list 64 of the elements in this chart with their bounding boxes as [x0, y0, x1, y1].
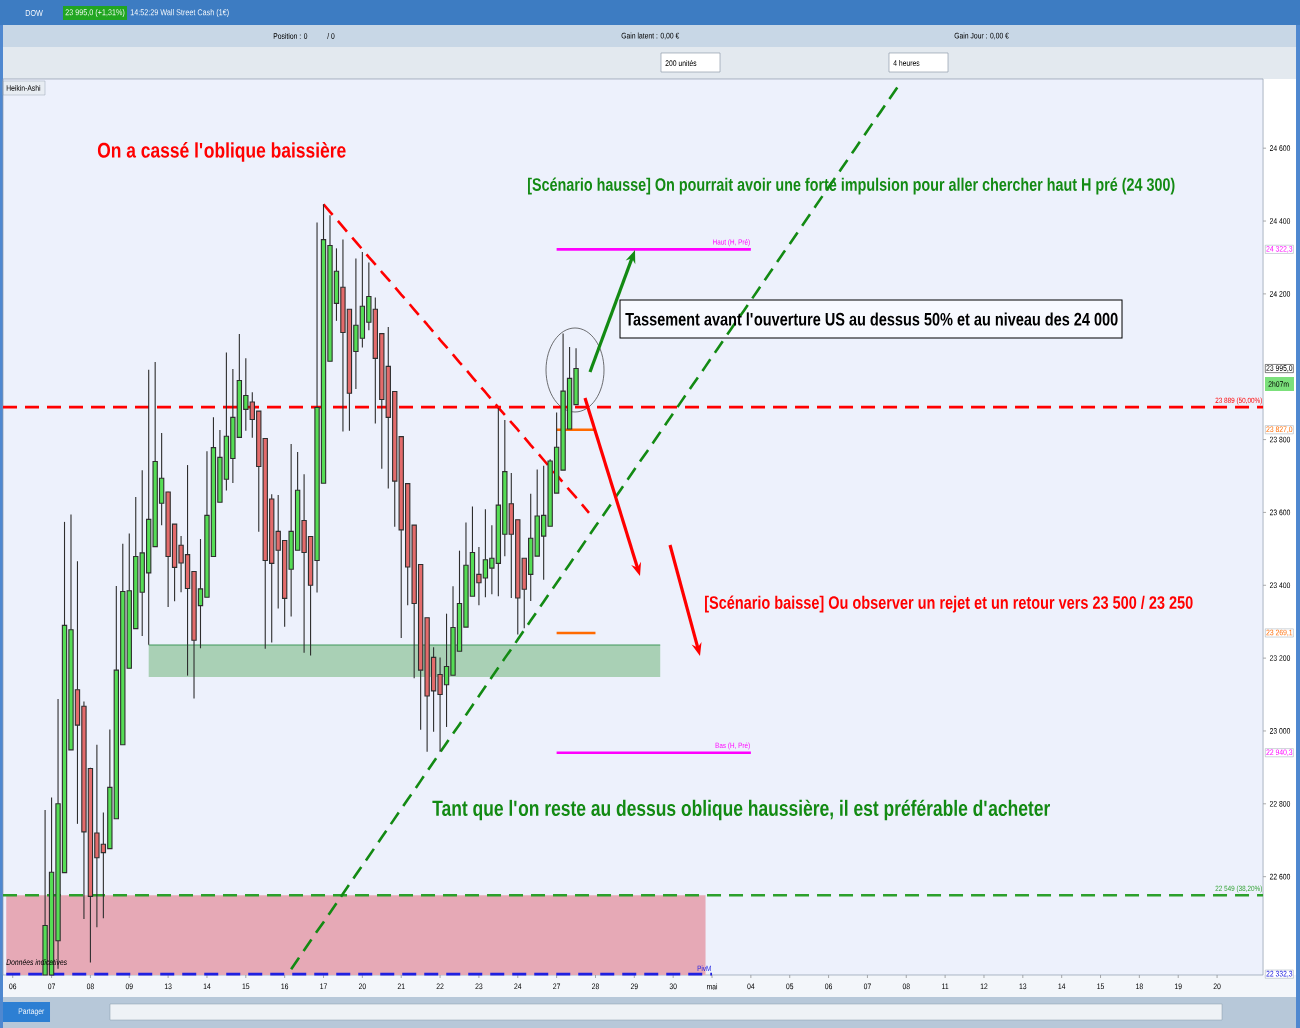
x-tick-label: 15	[242, 983, 250, 990]
x-tick-label: 06	[9, 983, 17, 990]
y-tick-label: 22 600	[1269, 873, 1291, 880]
text: Gain Jour : 0,00 €	[954, 32, 1009, 40]
x-tick-label: 27	[553, 983, 561, 990]
x-tick-label: 11	[942, 983, 949, 990]
x-tick-label: 30	[669, 983, 677, 990]
y-tick-label: 23 269,1	[1266, 629, 1293, 637]
y-tick-label: 23 600	[1269, 509, 1291, 516]
text: Position : 0	[273, 33, 308, 39]
x-tick-label: mai	[707, 983, 718, 990]
x-tick-label: 24	[514, 983, 522, 990]
chart-title: DOW	[25, 9, 43, 16]
text: / 0	[327, 33, 335, 39]
annotation: [Scénario baisse] Ou observer un rejet et un retour vers 23 500 / 23 250	[705, 595, 1193, 613]
x-tick-label: 17	[320, 983, 327, 990]
x-tick-label: 14	[203, 983, 211, 990]
x-tick-label: 19	[1174, 983, 1182, 990]
y-tick-label: 23 995,0	[1266, 365, 1293, 372]
x-tick-label: 20	[1213, 983, 1221, 990]
text: 14:52:29 Wall Street Cash (1€)	[130, 9, 229, 17]
y-tick-label: 22 800	[1269, 800, 1291, 807]
annotation: On a cassé l'oblique baissière	[97, 142, 346, 162]
x-tick-label: 29	[630, 983, 638, 990]
y-tick-label: 22 332,3	[1266, 970, 1293, 978]
y-tick-label: 23 200	[1269, 655, 1291, 661]
x-tick-label: 04	[747, 983, 755, 990]
x-tick-label: 13	[1019, 983, 1027, 990]
annotation: Tassement avant l'ouverture US au dessus 50% et au niveau des 24 000	[625, 312, 1118, 326]
x-tick-label: 12	[980, 983, 988, 990]
y-tick-label: 23 000	[1269, 728, 1291, 734]
y-tick-label: 23 827,0	[1266, 426, 1293, 434]
x-tick-label: 18	[1136, 983, 1143, 990]
x-tick-label: 15	[1097, 983, 1105, 990]
x-tick-label: 07	[48, 983, 55, 990]
y-tick-label: 24 200	[1269, 291, 1291, 297]
y-tick-label: 24 322,3	[1266, 246, 1293, 253]
y-tick-label: 23 800	[1269, 436, 1291, 443]
text: 200 unités	[665, 60, 697, 66]
annotation: Tant que l'on reste au dessus oblique haussière, il est préférable d'acheter	[432, 799, 1050, 821]
x-tick-label: 16	[281, 983, 289, 990]
x-tick-label: 13	[164, 983, 172, 990]
x-tick-label: 14	[1058, 983, 1066, 990]
text: Partager	[18, 1008, 45, 1016]
y-tick-label: 24 600	[1269, 145, 1291, 152]
x-tick-label: 08	[86, 983, 94, 990]
y-tick-label: 23 400	[1269, 582, 1291, 589]
x-tick-label: 07	[863, 983, 871, 990]
y-tick-label: 24 400	[1269, 218, 1291, 224]
text: 2h07m	[1268, 381, 1289, 387]
chart-subtitle: 23 995,0 (+1,31%)	[65, 9, 125, 17]
x-tick-label: 22	[436, 983, 444, 990]
x-tick-label: 09	[125, 983, 133, 990]
x-tick-label: 21	[397, 983, 405, 990]
text: 4 heures	[893, 60, 920, 66]
x-tick-label: 08	[902, 983, 910, 990]
x-tick-label: 06	[825, 983, 833, 990]
x-tick-label: 20	[358, 983, 366, 990]
y-tick-label: 22 940,3	[1266, 749, 1293, 757]
annotation: Heikin-Ashi	[6, 85, 41, 91]
x-tick-label: 23	[475, 983, 483, 990]
text: Gain latent : 0,00 €	[621, 32, 680, 40]
x-tick-label: 28	[592, 983, 599, 990]
x-tick-label: 05	[786, 983, 794, 990]
